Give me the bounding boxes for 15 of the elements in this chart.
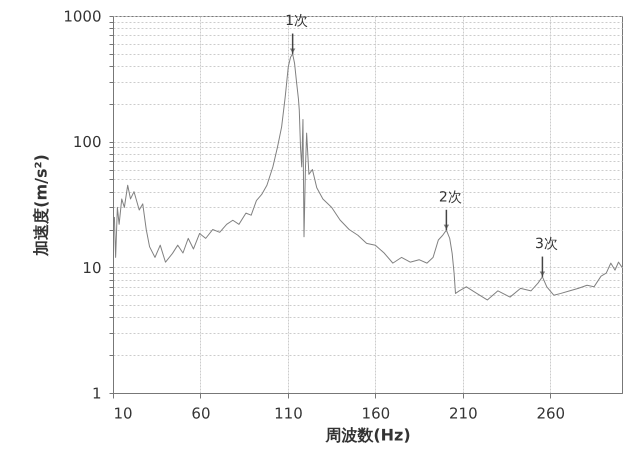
x-tick-label: 10 [114,404,133,422]
annotation: 2次 [438,189,462,206]
x-tick-label: 60 [191,404,211,422]
x-tick-label: 210 [449,404,478,422]
x-tick-label: 110 [274,404,303,422]
y-tick-label: 1 [92,384,102,402]
x-axis-title: 周波数(Hz) [324,426,411,444]
y-tick-label: 1000 [63,8,102,26]
y-tick-label: 100 [72,133,102,152]
annotation: 3次 [534,236,558,252]
y-tick-label: 10 [82,258,102,277]
x-tick-label: 160 [362,404,390,422]
x-tick-label: 260 [536,404,566,422]
y-axis-title: 加速度(m/s²) [31,154,50,257]
annotation: 1次 [285,13,308,30]
